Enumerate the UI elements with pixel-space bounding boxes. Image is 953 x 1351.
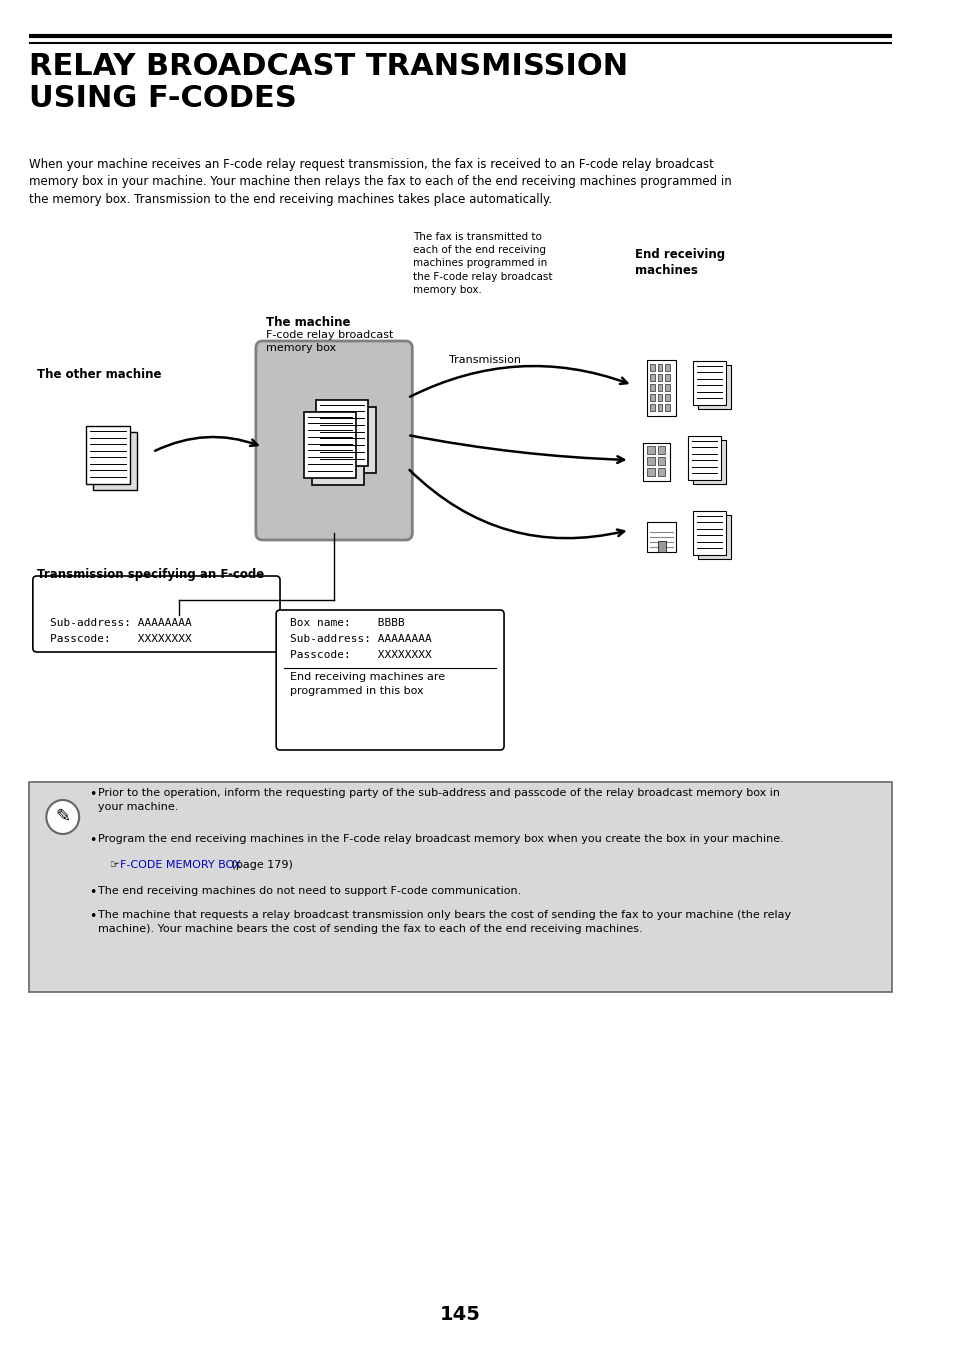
Bar: [649, 404, 654, 411]
FancyArrowPatch shape: [409, 470, 623, 538]
Text: The other machine: The other machine: [36, 367, 161, 381]
FancyArrowPatch shape: [155, 436, 257, 451]
Bar: [664, 363, 669, 372]
Bar: [649, 374, 654, 381]
Bar: [646, 467, 654, 476]
Bar: [86, 426, 131, 484]
Text: •: •: [89, 886, 96, 898]
Text: •: •: [89, 834, 96, 847]
Bar: [649, 384, 654, 390]
Bar: [657, 384, 661, 390]
Text: The end receiving machines do not need to support F-code communication.: The end receiving machines do not need t…: [98, 886, 521, 896]
Text: The machine: The machine: [265, 316, 350, 330]
FancyBboxPatch shape: [32, 576, 280, 653]
FancyBboxPatch shape: [255, 340, 412, 540]
Bar: [649, 363, 654, 372]
Bar: [323, 407, 375, 473]
Bar: [646, 446, 654, 454]
FancyArrowPatch shape: [410, 366, 626, 397]
Text: Program the end receiving machines in the F-code relay broadcast memory box when: Program the end receiving machines in th…: [98, 834, 783, 844]
Bar: [657, 404, 661, 411]
Text: Prior to the operation, inform the requesting party of the sub-address and passc: Prior to the operation, inform the reque…: [98, 788, 780, 812]
Bar: [693, 511, 725, 555]
Bar: [664, 404, 669, 411]
Bar: [664, 394, 669, 401]
Bar: [664, 384, 669, 390]
Bar: [649, 394, 654, 401]
Bar: [646, 521, 676, 553]
Bar: [657, 446, 664, 454]
Text: Passcode:    XXXXXXXX: Passcode: XXXXXXXX: [290, 650, 431, 661]
FancyArrowPatch shape: [410, 435, 623, 463]
Bar: [92, 432, 137, 490]
Bar: [693, 361, 725, 405]
Text: Transmission: Transmission: [449, 355, 520, 365]
Text: •: •: [89, 911, 96, 923]
FancyBboxPatch shape: [29, 782, 891, 992]
Bar: [664, 374, 669, 381]
Text: Sub-address: AAAAAAAA
Passcode:    XXXXXXXX: Sub-address: AAAAAAAA Passcode: XXXXXXXX: [51, 617, 192, 644]
Bar: [646, 359, 676, 416]
Text: ✎: ✎: [55, 808, 71, 825]
Bar: [698, 365, 730, 409]
Text: •: •: [89, 788, 96, 801]
Text: ☞: ☞: [110, 861, 124, 870]
Text: Box name:    BBBB: Box name: BBBB: [290, 617, 404, 628]
Text: End receiving machines are
programmed in this box: End receiving machines are programmed in…: [290, 671, 444, 696]
FancyBboxPatch shape: [275, 611, 503, 750]
Bar: [657, 374, 661, 381]
Text: When your machine receives an F-code relay request transmission, the fax is rece: When your machine receives an F-code rel…: [29, 158, 731, 205]
Bar: [646, 457, 654, 465]
Text: The fax is transmitted to
each of the end receiving
machines programmed in
the F: The fax is transmitted to each of the en…: [413, 232, 552, 295]
Bar: [642, 443, 669, 481]
Bar: [657, 457, 664, 465]
Text: End receiving
machines: End receiving machines: [635, 249, 724, 277]
Text: (page 179): (page 179): [228, 861, 293, 870]
Bar: [657, 467, 664, 476]
Text: RELAY BROADCAST TRANSMISSION
USING F-CODES: RELAY BROADCAST TRANSMISSION USING F-COD…: [29, 51, 627, 113]
Bar: [657, 394, 661, 401]
Bar: [315, 400, 368, 466]
Bar: [693, 440, 725, 484]
Text: Sub-address: AAAAAAAA: Sub-address: AAAAAAAA: [290, 634, 431, 644]
Bar: [688, 436, 720, 480]
Text: 145: 145: [439, 1305, 480, 1324]
Text: F-code relay broadcast
memory box: F-code relay broadcast memory box: [265, 330, 393, 353]
Circle shape: [47, 800, 79, 834]
Bar: [304, 412, 355, 477]
Text: Transmission specifying an F-code: Transmission specifying an F-code: [36, 567, 264, 581]
Bar: [657, 363, 661, 372]
Bar: [698, 515, 730, 559]
Bar: [657, 540, 665, 553]
Text: F-CODE MEMORY BOX: F-CODE MEMORY BOX: [120, 861, 240, 870]
Bar: [312, 419, 364, 485]
Text: The machine that requests a relay broadcast transmission only bears the cost of : The machine that requests a relay broadc…: [98, 911, 791, 934]
